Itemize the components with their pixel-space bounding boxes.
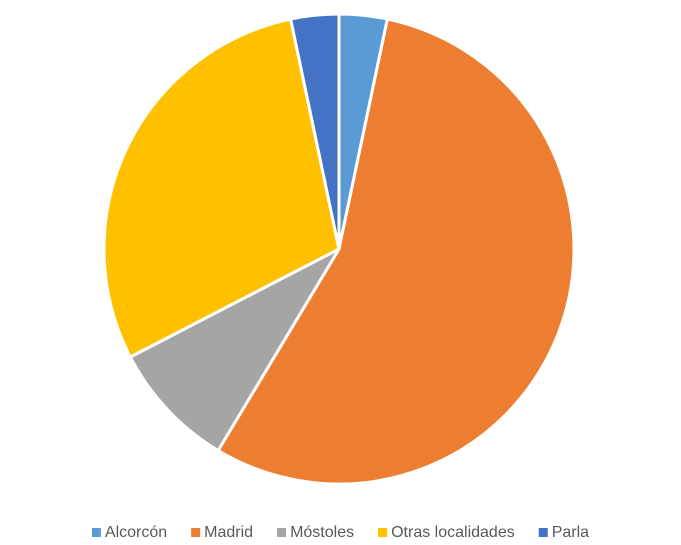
pie-slice [102, 17, 341, 359]
pie-slice [128, 247, 341, 453]
legend-swatch [378, 528, 388, 537]
legend-label: Otras localidades [391, 524, 515, 541]
legend: Alcorcón Madrid Móstoles Otras localidades P… [91, 524, 589, 541]
legend-label: Alcorcón [105, 524, 167, 541]
legend-label: Móstoles [290, 524, 354, 541]
legend-swatch [191, 528, 201, 537]
legend-label: Madrid [204, 524, 253, 541]
legend-label: Parla [552, 524, 589, 541]
legend-swatch [277, 528, 287, 537]
legend-swatch [538, 528, 548, 537]
pie [102, 12, 576, 486]
legend-swatch [91, 528, 101, 537]
pie-slice [289, 12, 341, 251]
pie-slice [216, 17, 576, 486]
